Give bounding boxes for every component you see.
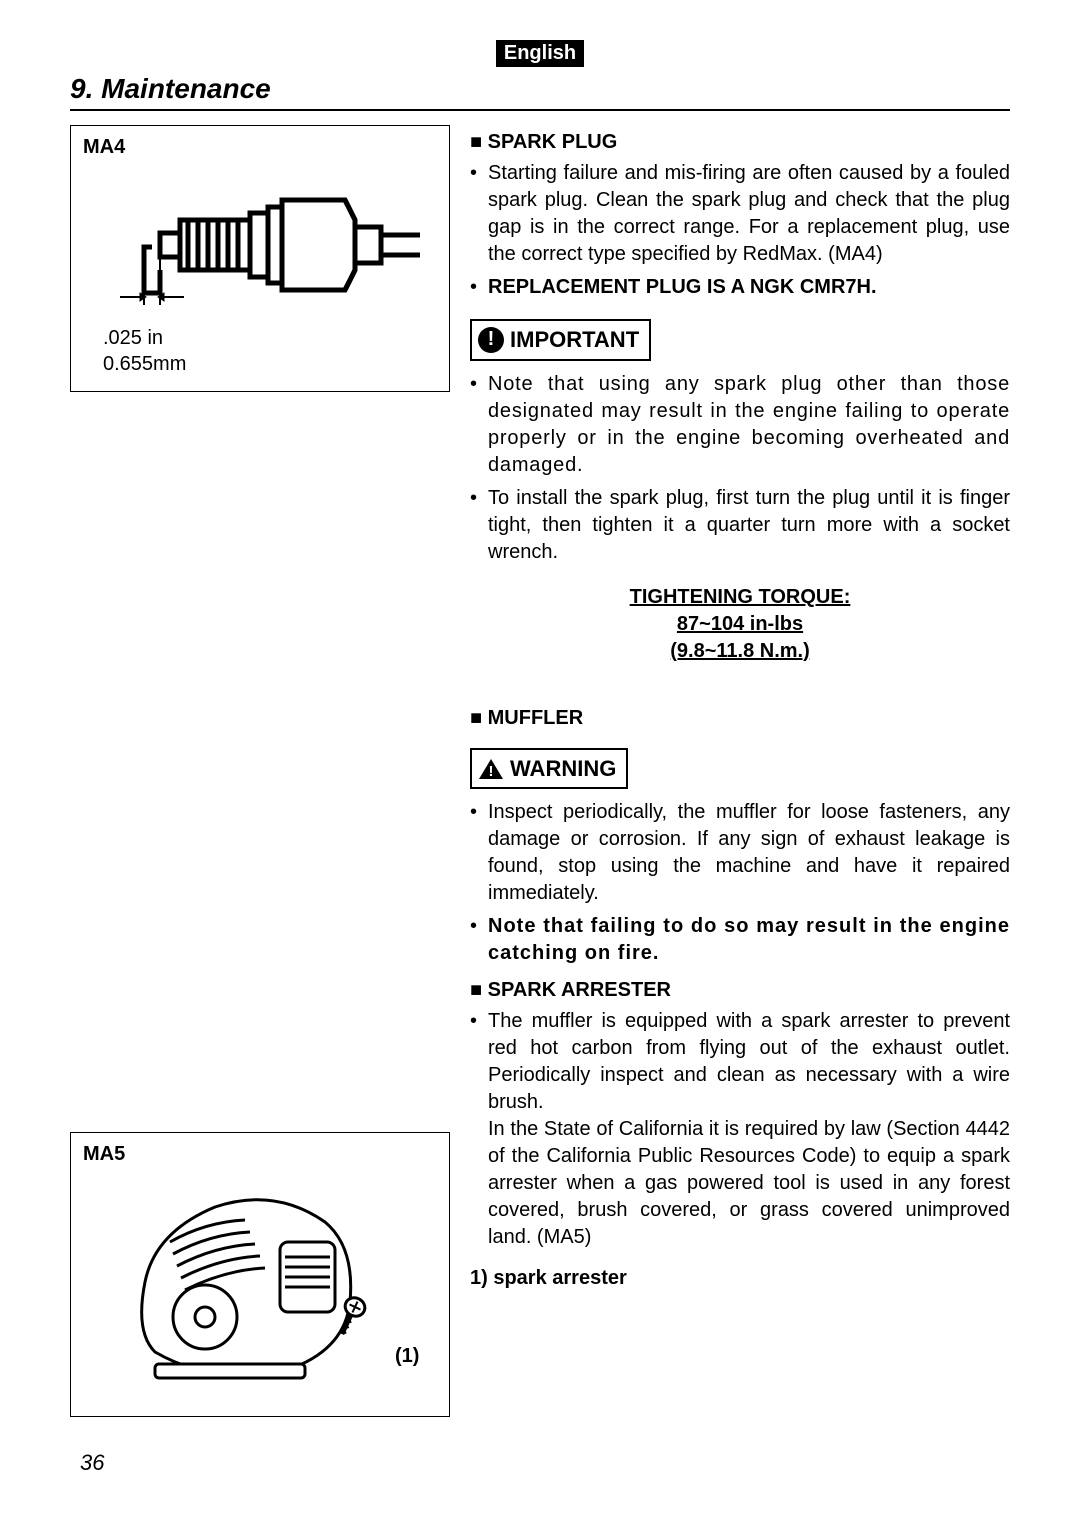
- important-text-1: Note that using any spark plug other tha…: [488, 371, 1010, 479]
- spark-plug-text-1: Starting failure and mis-firing are ofte…: [488, 160, 1010, 268]
- important-text-2: To install the spark plug, first turn th…: [488, 485, 1010, 566]
- right-column: SPARK PLUG • Starting failure and mis-fi…: [470, 125, 1010, 1437]
- gap-mm: 0.655mm: [103, 351, 437, 377]
- figure-ma5-label: MA5: [83, 1143, 437, 1166]
- spark-arrester-text: The muffler is equipped with a spark arr…: [488, 1008, 1010, 1251]
- svg-text:!: !: [489, 763, 494, 780]
- spacer: [70, 412, 450, 1132]
- gap-inches: .025 in: [103, 325, 437, 351]
- torque-spec: TIGHTENING TORQUE: 87~104 in-lbs (9.8~11…: [470, 584, 1010, 665]
- section-number: 9.: [70, 73, 93, 104]
- left-column: MA4: [70, 125, 450, 1437]
- figure-ma4: MA4: [70, 125, 450, 392]
- important-bullet-1: • Note that using any spark plug other t…: [470, 371, 1010, 479]
- bullet-dot-icon: •: [470, 1008, 488, 1251]
- spark-plug-bullet-1: • Starting failure and mis-firing are of…: [470, 160, 1010, 268]
- torque-line-3: (9.8~11.8 N.m.): [470, 638, 1010, 665]
- bullet-dot-icon: •: [470, 799, 488, 907]
- figure-ma4-label: MA4: [83, 136, 437, 159]
- bullet-dot-icon: •: [470, 913, 488, 967]
- muffler-text-1: Inspect periodically, the muffler for lo…: [488, 799, 1010, 907]
- bullet-dot-icon: •: [470, 371, 488, 479]
- warning-label: WARNING: [510, 754, 616, 784]
- muffler-bullet-1: • Inspect periodically, the muffler for …: [470, 799, 1010, 907]
- important-icon: !: [478, 327, 504, 353]
- figure-ma4-dimensions: .025 in 0.655mm: [103, 325, 437, 377]
- important-callout: ! IMPORTANT: [470, 319, 651, 361]
- section-name: Maintenance: [101, 73, 271, 104]
- bullet-dot-icon: •: [470, 274, 488, 301]
- language-badge: English: [496, 40, 584, 67]
- page-number: 36: [80, 1450, 104, 1476]
- warning-callout: ! WARNING: [470, 748, 628, 790]
- ma5-callout-1: (1): [395, 1345, 419, 1367]
- bullet-dot-icon: •: [470, 485, 488, 566]
- bullet-dot-icon: •: [470, 160, 488, 268]
- spark-arrester-bullet: • The muffler is equipped with a spark a…: [470, 1008, 1010, 1251]
- figure-ma5: MA5: [70, 1132, 450, 1417]
- muffler-heading: MUFFLER: [470, 705, 1010, 732]
- replacement-plug-text: REPLACEMENT PLUG IS A NGK CMR7H.: [488, 274, 1010, 301]
- spark-plug-diagram: [90, 165, 430, 325]
- content-columns: MA4: [70, 125, 1010, 1437]
- engine-diagram: (1): [95, 1172, 425, 1402]
- spark-plug-heading: SPARK PLUG: [470, 129, 1010, 156]
- spark-arrester-p2: In the State of California it is require…: [488, 1118, 1010, 1248]
- muffler-bullet-2: • Note that failing to do so may result …: [470, 913, 1010, 967]
- warning-icon: !: [478, 757, 504, 781]
- torque-line-1: TIGHTENING TORQUE:: [470, 584, 1010, 611]
- replacement-plug-bullet: • REPLACEMENT PLUG IS A NGK CMR7H.: [470, 274, 1010, 301]
- important-label: IMPORTANT: [510, 325, 639, 355]
- header: English: [70, 40, 1010, 67]
- spark-arrester-p1: The muffler is equipped with a spark arr…: [488, 1010, 1010, 1113]
- muffler-text-2: Note that failing to do so may result in…: [488, 913, 1010, 967]
- torque-line-2: 87~104 in-lbs: [470, 611, 1010, 638]
- important-bullet-2: • To install the spark plug, first turn …: [470, 485, 1010, 566]
- spark-arrester-heading: SPARK ARRESTER: [470, 977, 1010, 1004]
- section-title: 9. Maintenance: [70, 73, 1010, 111]
- spark-arrester-legend: 1) spark arrester: [470, 1265, 1010, 1292]
